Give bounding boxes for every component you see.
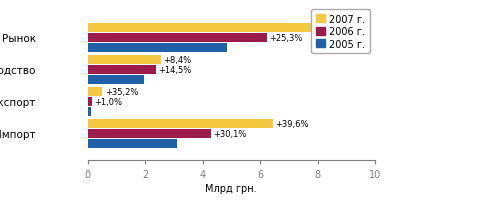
Bar — [88, 130, 210, 138]
Bar — [88, 98, 92, 107]
Text: +28,1%: +28,1% — [316, 24, 349, 33]
Text: Экспорт: Экспорт — [0, 97, 36, 107]
Text: +30,1%: +30,1% — [213, 129, 246, 138]
X-axis label: Млрд грн.: Млрд грн. — [206, 183, 257, 193]
Bar — [88, 76, 144, 84]
Bar — [88, 24, 313, 33]
Bar — [88, 34, 267, 43]
Bar — [88, 120, 273, 129]
Text: +25,3%: +25,3% — [270, 34, 303, 43]
Bar — [88, 66, 156, 75]
Text: +35,2%: +35,2% — [105, 88, 138, 97]
Text: Производство: Производство — [0, 65, 36, 75]
Text: Импорт: Импорт — [0, 129, 36, 139]
Text: +1,0%: +1,0% — [94, 98, 122, 107]
Bar — [88, 107, 91, 116]
Bar — [88, 56, 161, 65]
Text: Рынок: Рынок — [2, 34, 36, 43]
Bar — [88, 88, 102, 97]
Bar — [88, 44, 227, 53]
Legend: 2007 г., 2006 г., 2005 г.: 2007 г., 2006 г., 2005 г. — [311, 10, 370, 54]
Bar — [88, 139, 176, 148]
Text: +39,6%: +39,6% — [275, 120, 308, 129]
Text: +8,4%: +8,4% — [163, 56, 191, 65]
Text: +14,5%: +14,5% — [158, 66, 192, 75]
